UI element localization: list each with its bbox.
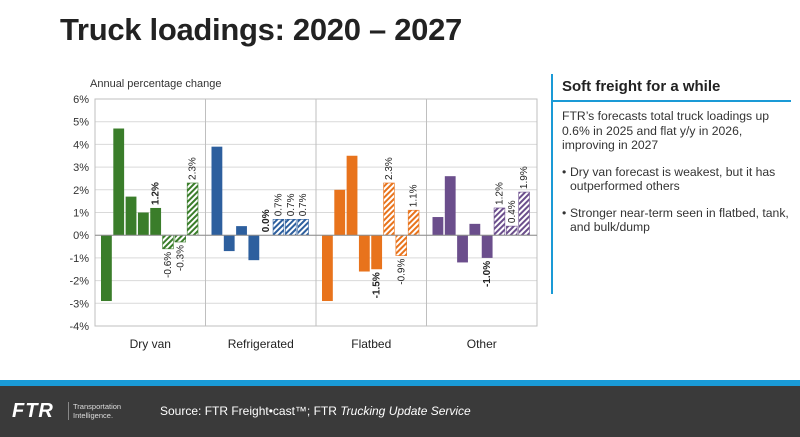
data-label: 1.2% (494, 182, 505, 205)
bar (236, 226, 247, 236)
y-tick-label: 0% (73, 230, 89, 242)
bar (211, 146, 223, 236)
bar (113, 128, 125, 236)
bar (174, 234, 186, 243)
data-label: 0.7% (286, 193, 297, 216)
bar (125, 196, 137, 236)
bar (506, 225, 518, 236)
data-label: 2.3% (188, 157, 199, 180)
bar (493, 207, 506, 236)
y-axis-title: Annual percentage change (90, 78, 222, 90)
category-label: Flatbed (351, 337, 391, 351)
bar (285, 219, 297, 236)
bar (358, 235, 370, 272)
category-label: Other (467, 337, 497, 351)
source-text: Source: FTR Freight•cast™; FTR (160, 404, 341, 418)
y-tick-label: 4% (73, 139, 89, 151)
source-service-name: Trucking Update Service (340, 404, 471, 418)
data-label: 1.2% (151, 182, 162, 205)
commentary-panel: Soft freight for a while FTR’s forecasts… (551, 74, 791, 294)
data-label: -0.9% (396, 259, 407, 285)
y-tick-label: -3% (69, 298, 89, 310)
data-label: 0.0% (261, 209, 272, 232)
bar (395, 234, 407, 256)
y-tick-label: 5% (73, 117, 89, 129)
bar (150, 207, 162, 236)
bar (248, 235, 260, 261)
data-label: 1.1% (409, 184, 420, 207)
y-tick-label: -1% (69, 253, 89, 265)
data-label: 2.3% (384, 157, 395, 180)
panel-heading: Soft freight for a while (562, 78, 721, 95)
bar (444, 176, 456, 236)
data-label: 0.7% (273, 193, 284, 216)
bar (297, 219, 309, 236)
bar (334, 189, 346, 236)
panel-bullets: • Dry van forecast is weakest, but it has… (553, 165, 791, 235)
y-tick-label: -4% (69, 321, 89, 333)
bar (322, 235, 333, 302)
data-label: 0.7% (298, 193, 309, 216)
y-tick-label: -2% (69, 276, 89, 288)
bullet-icon: • (562, 205, 567, 220)
category-label: Dry van (130, 337, 171, 351)
bullet-icon: • (562, 164, 567, 179)
y-tick-label: 2% (73, 185, 89, 197)
bullet-text: Dry van forecast is weakest, but it has … (570, 164, 776, 194)
bar (346, 155, 358, 236)
panel-divider (553, 100, 791, 102)
category-label: Refrigerated (228, 337, 294, 351)
bar (186, 182, 199, 236)
bar (371, 235, 383, 270)
chart-area: Annual percentage change -4% -3% -2% -1% 0% 1%… (50, 72, 542, 368)
bar-chart: Annual percentage change -4% -3% -2% -1% 0% 1%… (69, 78, 538, 351)
bullet-text: Stronger near-term seen in flatbed, tank… (570, 205, 789, 235)
logo-tagline: Transportation Intelligence. (68, 402, 133, 420)
data-label: -0.3% (175, 245, 186, 271)
bar (162, 234, 174, 250)
source-note: Source: FTR Freight•cast™; FTR Trucking … (160, 404, 471, 418)
bullet-item: • Stronger near-term seen in flatbed, tan… (562, 206, 790, 235)
page-title: Truck loadings: 2020 – 2027 (60, 12, 462, 47)
data-label: 0.4% (507, 200, 518, 223)
bar (137, 212, 149, 236)
footer-accent-bar (0, 380, 800, 386)
footer: FTR Transportation Intelligence. Source:… (0, 386, 800, 437)
data-label: -1.0% (482, 261, 493, 287)
data-label: -1.5% (372, 272, 383, 298)
bar (407, 209, 420, 236)
bar (518, 191, 530, 236)
ftr-logo: FTR (12, 400, 54, 422)
bullet-item: • Dry van forecast is weakest, but it has… (562, 165, 790, 194)
y-tick-label: 6% (73, 94, 89, 106)
bar (481, 235, 493, 258)
bar (457, 235, 468, 263)
bar (101, 235, 112, 302)
bar (223, 235, 235, 252)
bar (469, 223, 481, 236)
bar (383, 182, 395, 236)
y-tick-label: 1% (73, 208, 89, 220)
bar (432, 217, 444, 236)
bar (272, 219, 285, 236)
y-tick-label: 3% (73, 162, 89, 174)
data-label: -0.6% (163, 252, 174, 278)
panel-paragraph: FTR’s forecasts total truck loadings up … (562, 109, 770, 152)
data-label: 1.9% (519, 166, 530, 189)
